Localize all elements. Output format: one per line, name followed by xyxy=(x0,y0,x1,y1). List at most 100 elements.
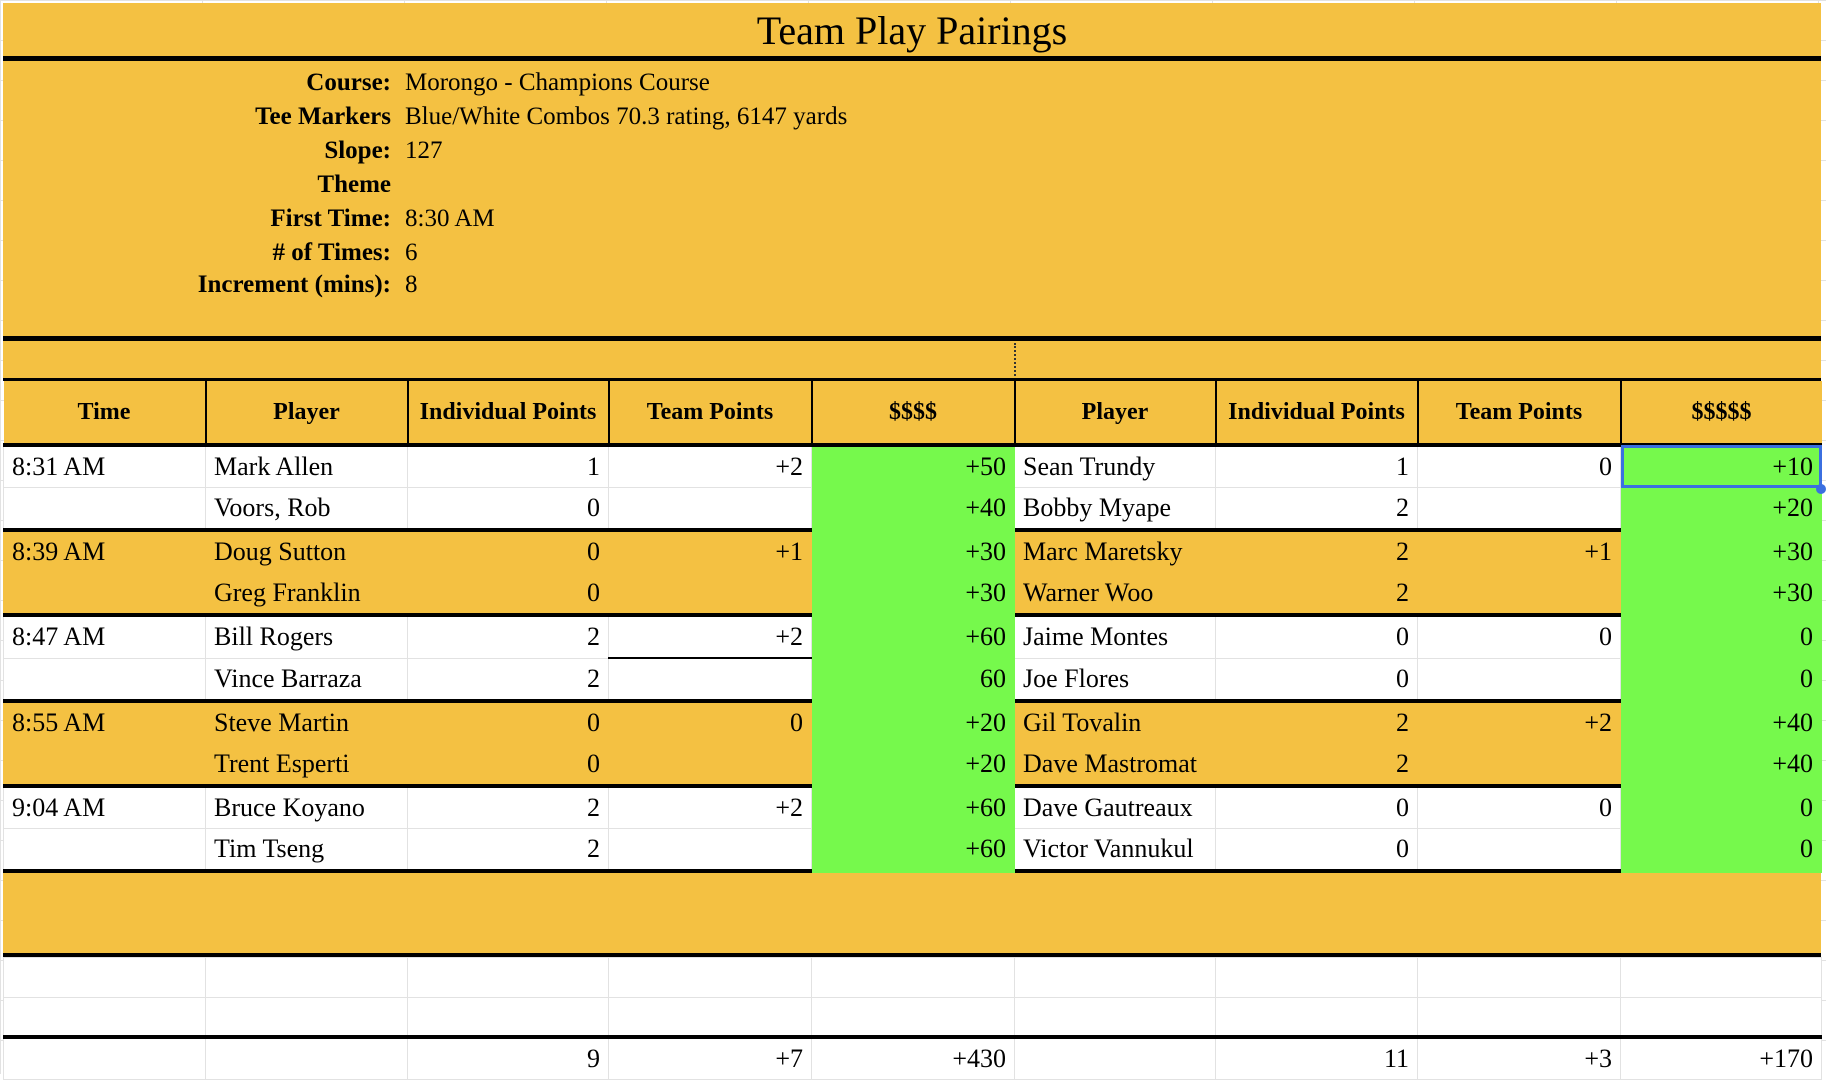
info-value[interactable]: 6 xyxy=(403,235,418,271)
left-player-name[interactable]: Bill Rogers xyxy=(206,615,408,658)
cell[interactable] xyxy=(408,957,609,997)
total-right-money[interactable]: +170 xyxy=(1621,1037,1822,1080)
right-money[interactable]: 0 xyxy=(1621,828,1822,871)
left-individual-points[interactable]: 2 xyxy=(408,658,609,701)
tee-time[interactable]: 8:31 AM xyxy=(4,445,206,488)
right-player-name[interactable]: Dave Gautreaux xyxy=(1015,786,1216,829)
column-header[interactable]: Individual Points xyxy=(1216,381,1418,445)
right-team-points[interactable] xyxy=(1418,828,1621,871)
left-team-points[interactable] xyxy=(609,488,812,531)
tee-time[interactable] xyxy=(4,828,206,871)
info-value[interactable]: 127 xyxy=(403,133,443,169)
left-player-name[interactable]: Vince Barraza xyxy=(206,658,408,701)
left-individual-points[interactable]: 0 xyxy=(408,573,609,616)
column-header[interactable]: $$$$ xyxy=(812,381,1015,445)
right-money[interactable]: 0 xyxy=(1621,786,1822,829)
total-right-team[interactable]: +3 xyxy=(1418,1037,1621,1080)
right-individual-points[interactable]: 0 xyxy=(1216,615,1418,658)
right-money[interactable]: +30 xyxy=(1621,530,1822,573)
left-team-points[interactable] xyxy=(609,743,812,786)
left-money[interactable]: 60 xyxy=(812,658,1015,701)
left-money[interactable]: +40 xyxy=(812,488,1015,531)
column-header[interactable]: Player xyxy=(206,381,408,445)
right-individual-points[interactable]: 2 xyxy=(1216,701,1418,744)
right-team-points[interactable]: 0 xyxy=(1418,786,1621,829)
info-value[interactable] xyxy=(403,167,405,203)
left-money[interactable]: +30 xyxy=(812,573,1015,616)
right-money[interactable]: +40 xyxy=(1621,743,1822,786)
column-header[interactable]: Team Points xyxy=(609,381,812,445)
right-player-name[interactable]: Jaime Montes xyxy=(1015,615,1216,658)
right-individual-points[interactable]: 0 xyxy=(1216,786,1418,829)
left-team-points[interactable] xyxy=(609,658,812,701)
right-player-name[interactable]: Sean Trundy xyxy=(1015,445,1216,488)
right-money[interactable]: +10 xyxy=(1621,445,1822,488)
left-player-name[interactable]: Doug Sutton xyxy=(206,530,408,573)
tee-time[interactable] xyxy=(4,658,206,701)
cell[interactable] xyxy=(4,997,206,1037)
info-value[interactable]: Blue/White Combos 70.3 rating, 6147 yard… xyxy=(403,99,847,135)
left-player-name[interactable]: Bruce Koyano xyxy=(206,786,408,829)
right-player-name[interactable]: Bobby Myape xyxy=(1015,488,1216,531)
right-team-points[interactable]: +1 xyxy=(1418,530,1621,573)
right-money[interactable]: 0 xyxy=(1621,658,1822,701)
cell[interactable] xyxy=(1621,997,1822,1037)
left-individual-points[interactable]: 1 xyxy=(408,445,609,488)
total-right-individual[interactable]: 11 xyxy=(1216,1037,1418,1080)
right-player-name[interactable]: Gil Tovalin xyxy=(1015,701,1216,744)
cell[interactable] xyxy=(4,957,206,997)
left-player-name[interactable]: Steve Martin xyxy=(206,701,408,744)
right-player-name[interactable]: Dave Mastromat xyxy=(1015,743,1216,786)
left-money[interactable]: +30 xyxy=(812,530,1015,573)
cell[interactable] xyxy=(206,997,408,1037)
left-money[interactable]: +50 xyxy=(812,445,1015,488)
left-individual-points[interactable]: 2 xyxy=(408,828,609,871)
right-money[interactable]: +30 xyxy=(1621,573,1822,616)
left-player-name[interactable]: Trent Esperti xyxy=(206,743,408,786)
right-player-name[interactable]: Joe Flores xyxy=(1015,658,1216,701)
left-team-points[interactable]: 0 xyxy=(609,701,812,744)
right-individual-points[interactable]: 2 xyxy=(1216,573,1418,616)
total-left-money[interactable]: +430 xyxy=(812,1037,1015,1080)
cell[interactable] xyxy=(1216,957,1418,997)
cell[interactable] xyxy=(812,997,1015,1037)
column-header[interactable]: Time xyxy=(4,381,206,445)
right-team-points[interactable] xyxy=(1418,573,1621,616)
total-left-team[interactable]: +7 xyxy=(609,1037,812,1080)
right-individual-points[interactable]: 2 xyxy=(1216,743,1418,786)
cell[interactable] xyxy=(1216,997,1418,1037)
tee-time[interactable] xyxy=(4,573,206,616)
right-individual-points[interactable]: 2 xyxy=(1216,488,1418,531)
selection-fill-handle[interactable] xyxy=(1816,484,1826,494)
info-value[interactable]: 8:30 AM xyxy=(403,201,495,237)
left-money[interactable]: +20 xyxy=(812,701,1015,744)
left-player-name[interactable]: Mark Allen xyxy=(206,445,408,488)
tee-time[interactable]: 8:47 AM xyxy=(4,615,206,658)
cell[interactable] xyxy=(1015,957,1216,997)
cell[interactable] xyxy=(206,957,408,997)
tee-time[interactable] xyxy=(4,488,206,531)
left-individual-points[interactable]: 0 xyxy=(408,743,609,786)
left-money[interactable]: +60 xyxy=(812,786,1015,829)
tee-time[interactable]: 8:39 AM xyxy=(4,530,206,573)
column-header[interactable]: $$$$$ xyxy=(1621,381,1822,445)
right-money[interactable]: +40 xyxy=(1621,701,1822,744)
left-individual-points[interactable]: 0 xyxy=(408,488,609,531)
info-value[interactable]: Morongo - Champions Course xyxy=(403,65,710,101)
left-player-name[interactable]: Voors, Rob xyxy=(206,488,408,531)
left-individual-points[interactable]: 2 xyxy=(408,786,609,829)
left-team-points[interactable]: +1 xyxy=(609,530,812,573)
left-team-points[interactable]: +2 xyxy=(609,786,812,829)
right-team-points[interactable]: +2 xyxy=(1418,701,1621,744)
tee-time[interactable] xyxy=(4,743,206,786)
cell[interactable] xyxy=(1621,957,1822,997)
right-money[interactable]: +20 xyxy=(1621,488,1822,531)
left-individual-points[interactable]: 0 xyxy=(408,701,609,744)
sheet-title[interactable]: Team Play Pairings xyxy=(3,3,1821,61)
right-team-points[interactable] xyxy=(1418,658,1621,701)
left-player-name[interactable]: Tim Tseng xyxy=(206,828,408,871)
cell[interactable] xyxy=(408,997,609,1037)
left-money[interactable]: +60 xyxy=(812,828,1015,871)
info-value[interactable]: 8 xyxy=(403,267,418,303)
right-individual-points[interactable]: 0 xyxy=(1216,658,1418,701)
